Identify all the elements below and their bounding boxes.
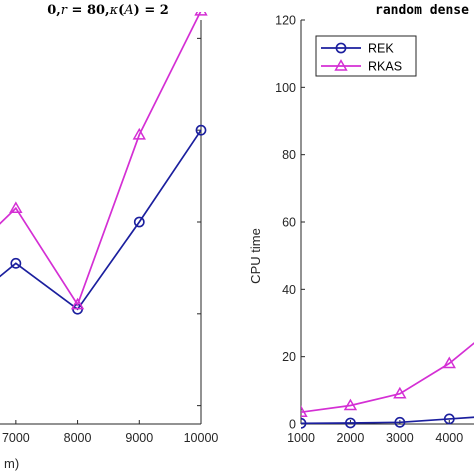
legend-label: RKAS bbox=[368, 60, 402, 74]
left-x-axis-label: m) bbox=[4, 456, 19, 471]
data-point-rkas bbox=[442, 356, 456, 369]
x-tick-label: 7000 bbox=[2, 431, 30, 445]
y-tick-label: 20 bbox=[282, 350, 296, 364]
y-tick-label: 80 bbox=[282, 148, 296, 162]
right-y-axis-label: CPU time bbox=[248, 228, 263, 284]
y-tick-label: 40 bbox=[282, 283, 296, 297]
right-chart-title: random dense bbox=[375, 3, 469, 18]
legend-marker bbox=[335, 42, 347, 54]
legend-label: REK bbox=[368, 42, 394, 56]
series-line-rek bbox=[301, 416, 474, 425]
data-point-rkas bbox=[70, 297, 85, 310]
series-line-rkas bbox=[0, 12, 202, 307]
x-tick-label: 9000 bbox=[125, 431, 153, 445]
left-plot-area bbox=[0, 12, 208, 315]
data-point-rek bbox=[133, 216, 145, 228]
data-point-rek bbox=[345, 417, 356, 429]
x-tick-label: 1000 bbox=[287, 431, 315, 445]
data-point-rkas bbox=[343, 398, 358, 411]
series-line-rkas bbox=[301, 342, 474, 414]
y-tick-label: 120 bbox=[275, 14, 296, 28]
y-tick-label: 60 bbox=[282, 216, 296, 230]
legend-entry-rek: REK bbox=[321, 42, 394, 56]
legend-box bbox=[315, 35, 417, 77]
data-point-rek bbox=[394, 416, 406, 428]
series-line-rek bbox=[0, 129, 202, 311]
x-tick-label: 8000 bbox=[64, 431, 92, 445]
x-tick-label: 2000 bbox=[337, 431, 365, 445]
y-tick-label: 100 bbox=[275, 81, 296, 95]
x-tick-label: 4000 bbox=[435, 431, 463, 445]
left-chart-title: 0,r = 80,κ(A) = 2 bbox=[47, 3, 169, 18]
data-point-rkas bbox=[393, 386, 407, 399]
data-point-rek bbox=[10, 257, 22, 269]
x-tick-label: 3000 bbox=[386, 431, 414, 445]
data-point-rek bbox=[195, 124, 207, 136]
y-tick-label: 0 bbox=[289, 418, 296, 432]
data-point-rkas bbox=[132, 127, 146, 140]
right-chart: random dense 1000 2000 3000 400002040608010… bbox=[248, 3, 474, 445]
data-point-rek bbox=[443, 413, 455, 425]
left-axes: 600070008000900010000 bbox=[0, 20, 218, 445]
right-axes: 1000 2000 3000 4000 0 20 40 60 80 100 120 bbox=[275, 14, 474, 445]
left-chart: 0,r = 80,κ(A) = 2 600070008000900010000 … bbox=[0, 3, 218, 471]
data-point-rkas bbox=[194, 12, 208, 16]
data-point-rek bbox=[301, 417, 307, 429]
legend: REK RKAS bbox=[315, 35, 417, 77]
data-point-rkas bbox=[9, 201, 23, 214]
x-tick-label: 10000 bbox=[184, 431, 219, 445]
right-plot-area bbox=[301, 342, 474, 429]
legend-marker bbox=[334, 59, 348, 71]
legend-entry-rkas: RKAS bbox=[321, 59, 402, 74]
data-point-rkas bbox=[301, 405, 308, 418]
